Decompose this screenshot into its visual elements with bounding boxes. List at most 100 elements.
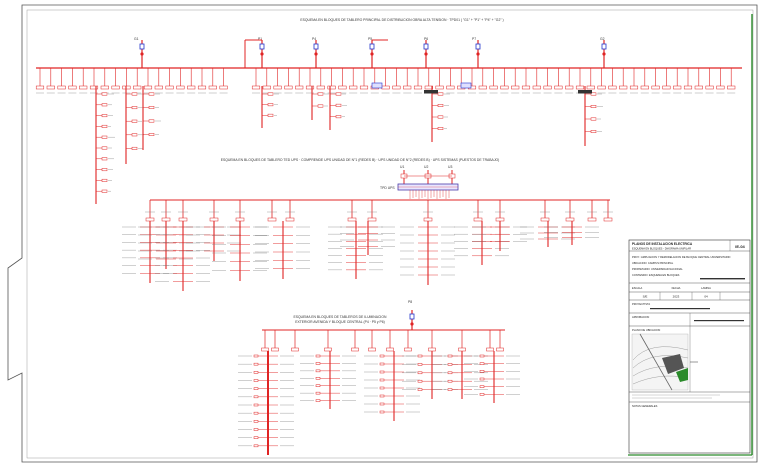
load-box	[176, 85, 185, 90]
transformer-box	[371, 82, 383, 89]
subpanel-load	[148, 106, 155, 109]
lighting-load	[379, 378, 385, 382]
inner-frame	[26, 9, 754, 459]
load-box	[111, 85, 120, 90]
breaker-icon	[601, 43, 607, 50]
lighting-load	[253, 371, 259, 374]
lighting-load	[417, 354, 423, 358]
tb-scale-value: S/E	[643, 295, 648, 299]
ups-label-u1: U1	[400, 165, 404, 169]
tb-date-value: 2023	[673, 295, 680, 299]
load-box	[57, 85, 66, 90]
load-box	[424, 85, 433, 90]
source-label-p6: P6	[424, 37, 428, 41]
lighting-load	[315, 399, 321, 402]
switch-node-icon	[424, 52, 428, 56]
lighting-load	[253, 411, 259, 415]
subpanel-load	[101, 189, 108, 193]
lighting-load	[447, 363, 453, 366]
lighting-load	[379, 386, 385, 390]
subpanel-load	[101, 103, 108, 107]
lighting-load	[417, 379, 423, 383]
transformer-box	[460, 82, 472, 89]
load-box	[273, 85, 282, 90]
load-box	[532, 85, 541, 90]
notes-lines	[632, 394, 720, 399]
load-box	[392, 85, 401, 90]
load-box	[187, 85, 196, 90]
lighting-load	[315, 354, 321, 358]
ups-panel-box	[423, 217, 433, 222]
lighting-load	[479, 362, 485, 365]
load-box	[403, 85, 412, 90]
section3-title-line2: EXTERIOR AVENIDA Y BLOQUE CENTRAL (P4 · …	[295, 320, 385, 324]
load-box	[511, 85, 520, 90]
load-box	[89, 85, 99, 90]
lighting-load	[379, 394, 385, 398]
lighting-load	[379, 370, 385, 374]
ups-panel-box	[145, 217, 155, 222]
load-box	[35, 85, 45, 90]
lighting-panel-box	[486, 347, 494, 352]
lighting-panel-box	[458, 347, 466, 352]
lighting-load	[379, 354, 385, 358]
subpanel-load	[437, 127, 444, 130]
map-site-highlight	[676, 368, 688, 382]
tb-header-line2: ESQUEMA EN BLOQUES - DIAGRAMA UNIFILAR	[632, 247, 691, 251]
load-box	[305, 85, 315, 90]
subpanel-load	[131, 133, 138, 137]
subpanel-load	[267, 113, 274, 117]
load-box	[359, 85, 369, 90]
load-box	[521, 85, 531, 90]
switch-node-icon	[140, 52, 144, 56]
ups-label-u2: U2	[424, 165, 428, 169]
lighting-load	[315, 377, 321, 380]
ups-panel-box	[267, 217, 277, 222]
load-box	[413, 85, 423, 90]
subpanel-load	[101, 135, 108, 139]
load-box	[262, 85, 271, 90]
load-box	[694, 85, 703, 90]
load-box	[640, 85, 649, 90]
load-box	[338, 85, 347, 90]
load-box	[478, 85, 487, 90]
subpanel-load	[131, 106, 138, 110]
lighting-load	[253, 354, 259, 358]
load-box	[165, 85, 174, 90]
lighting-panel-box	[428, 347, 436, 352]
lighting-load	[253, 436, 259, 439]
ups-panel-box	[565, 217, 575, 222]
ups-panel-box	[473, 217, 483, 222]
lighting-panel-box	[324, 347, 332, 352]
lighting-load	[479, 377, 485, 381]
subpanel-load	[267, 92, 274, 96]
ups-panel-box	[285, 217, 295, 222]
lighting-load	[447, 371, 453, 375]
subpanel-load	[131, 119, 138, 123]
source-label-p5: P5	[368, 37, 372, 41]
source-label-p8: P8	[408, 300, 412, 304]
tb-sheet-label: LAMINA	[701, 286, 711, 290]
load-box	[565, 85, 574, 90]
lighting-panel-box	[368, 347, 376, 352]
lighting-load	[253, 362, 259, 366]
load-box	[608, 85, 617, 90]
subpanel-load	[101, 114, 108, 118]
switch-node-icon	[260, 52, 264, 56]
load-box	[295, 85, 304, 90]
load-box	[705, 85, 714, 90]
load-box	[554, 85, 563, 90]
lighting-load	[417, 363, 423, 366]
lighting-load	[315, 362, 321, 365]
load-box	[154, 85, 163, 90]
lighting-load	[479, 393, 485, 396]
load-box	[219, 85, 228, 90]
tb-sheet-number: IE-04	[735, 244, 745, 249]
ups-panel-box	[347, 217, 357, 222]
lighting-panel-box	[291, 347, 299, 352]
load-box	[349, 85, 358, 90]
lighting-panel-box	[404, 347, 412, 352]
title-block: PLANOS DE INSTALACION ELECTRICA ESQUEMA …	[628, 239, 751, 454]
tb-content-bar	[700, 278, 745, 280]
